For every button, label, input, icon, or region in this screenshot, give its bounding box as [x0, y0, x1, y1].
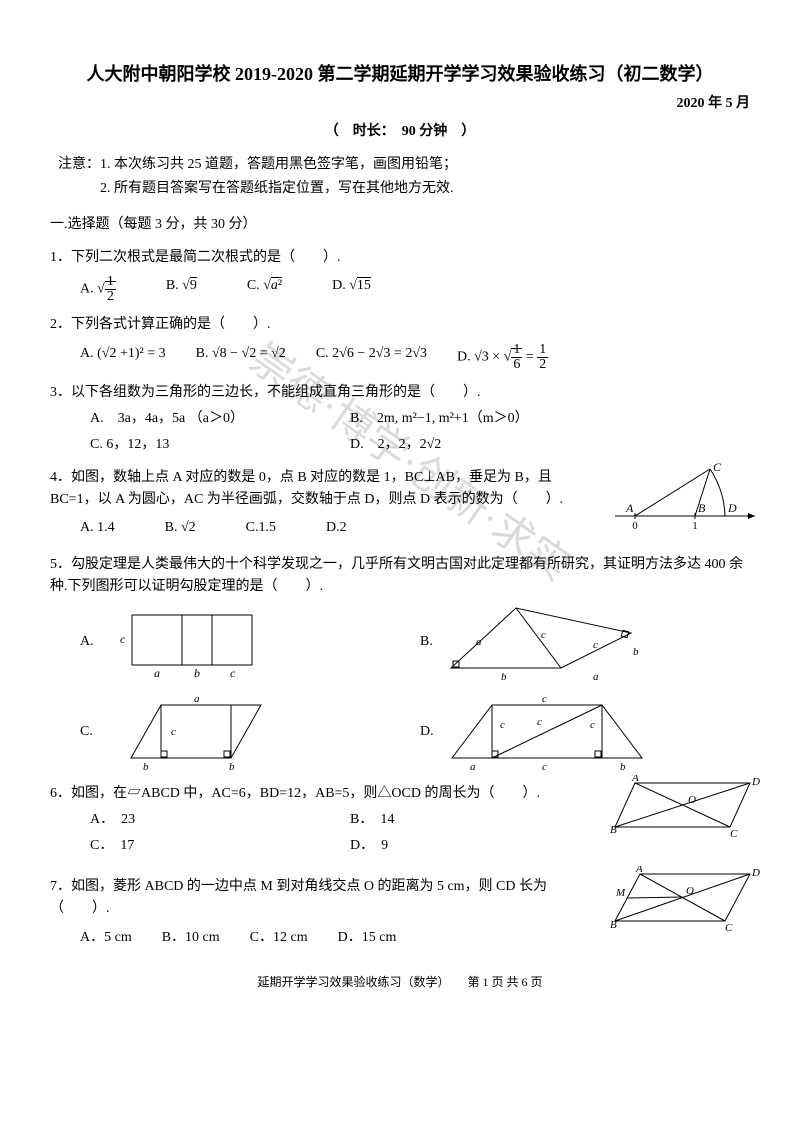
duration-line: （ 时长： 90 分钟 ） [50, 121, 750, 143]
svg-text:c: c [230, 666, 236, 680]
svg-text:c: c [171, 726, 176, 738]
q6-opt-b: B． 14 [350, 809, 590, 831]
svg-text:A: A [635, 866, 643, 875]
svg-text:C: C [725, 922, 733, 934]
q3-opt-a: A. 3a，4a，5a （a＞0） [90, 408, 350, 430]
svg-text:0: 0 [632, 520, 638, 531]
notice-1: 注意：1. 本次练习共 25 道题，答题用黑色签字笔，画图用铅笔； [58, 154, 750, 176]
q6-figure: A D B C O [610, 775, 760, 840]
q6-text: 6．如图，在▱ABCD 中，AC=6，BD=12，AB=5，则△OCD 的周长为… [50, 783, 590, 805]
q5-opt-b: B. a c c b b a [420, 603, 760, 683]
page-footer: 延期开学学习效果验收练习（数学） 第 1 页 共 6 页 [50, 973, 750, 992]
q7-options: A．5 cm B．10 cm C．12 cm D．15 cm [80, 927, 590, 949]
svg-text:a: a [476, 636, 482, 648]
q2-opt-b: B. √8 − √2 = √2 [196, 343, 286, 372]
svg-text:a: a [593, 671, 599, 683]
svg-text:a: a [154, 666, 160, 680]
svg-text:1: 1 [692, 520, 698, 531]
svg-text:a: a [470, 761, 476, 773]
q4-opt-d: D.2 [326, 517, 347, 539]
svg-text:D: D [727, 501, 737, 515]
q7-text: 7．如图，菱形 ABCD 的一边中点 M 到对角线交点 O 的距离为 5 cm，… [50, 876, 590, 921]
q7-opt-a: A．5 cm [80, 927, 132, 949]
q1-opt-d: D. √15 [332, 275, 371, 304]
q2-opt-c: C. 2√6 − 2√3 = 2√3 [316, 343, 427, 372]
svg-text:D: D [751, 776, 760, 788]
q6-opt-c: C． 17 [90, 835, 350, 857]
page-title: 人大附中朝阳学校 2019-2020 第二学期延期开学学习效果验收练习（初二数学… [50, 60, 750, 89]
svg-text:b: b [194, 666, 200, 680]
q7-opt-d: D．15 cm [338, 927, 397, 949]
q3-opt-c: C. 6，12，13 [90, 434, 350, 456]
q2-options: A. (√2 +1)² = 3 B. √8 − √2 = √2 C. 2√6 −… [80, 343, 750, 372]
svg-text:b: b [633, 646, 639, 658]
q2-opt-d: D. √3 × √16 = 12 [457, 343, 548, 372]
svg-text:C: C [713, 461, 722, 474]
svg-text:C: C [730, 828, 738, 840]
svg-text:M: M [615, 887, 626, 899]
svg-text:c: c [542, 761, 547, 773]
q1-text: 1．下列二次根式是最简二次根式的是（ ）. [50, 247, 750, 269]
svg-text:b: b [229, 761, 235, 773]
svg-text:O: O [686, 885, 694, 897]
svg-text:A: A [631, 775, 639, 784]
svg-text:b: b [143, 761, 149, 773]
q1-opt-b: B. √9 [166, 275, 197, 304]
q4-opt-b: B. √2 [165, 517, 196, 539]
section-a-title: 一.选择题（每题 3 分，共 30 分） [50, 214, 750, 236]
svg-text:B: B [610, 824, 617, 836]
q3-text: 3．以下各组数为三角形的三边长，不能组成直角三角形的是（ ）. [50, 382, 750, 404]
q7-opt-b: B．10 cm [162, 927, 220, 949]
q5-figures: A. c a b c B. a c c b b a C. [80, 603, 750, 773]
q6-opt-d: D． 9 [350, 835, 590, 857]
q3-opt-b: B. 2m, m²−1, m²+1（m＞0） [350, 408, 750, 430]
q7-figure: A D B C M O [610, 866, 760, 934]
q7-opt-c: C．12 cm [250, 927, 308, 949]
svg-text:c: c [120, 632, 126, 646]
q2-text: 2．下列各式计算正确的是（ ）. [50, 314, 750, 336]
svg-text:b: b [501, 671, 507, 683]
svg-text:c: c [500, 719, 505, 731]
q6-options: A． 23 B． 14 C． 17 D． 9 [90, 809, 590, 858]
svg-text:c: c [537, 716, 542, 728]
svg-text:c: c [541, 629, 546, 641]
q1-opt-a: A. √12 [80, 275, 116, 304]
svg-text:c: c [590, 719, 595, 731]
svg-text:B: B [610, 919, 617, 931]
q3-options: A. 3a，4a，5a （a＞0） B. 2m, m²−1, m²+1（m＞0）… [90, 408, 750, 457]
q5-opt-d: D. c c c c a c b [420, 693, 760, 773]
q1-opt-c: C. √a² [247, 275, 282, 304]
q1-options: A. √12 B. √9 C. √a² D. √15 [80, 275, 750, 304]
svg-text:A: A [625, 501, 634, 515]
svg-text:O: O [688, 794, 696, 806]
svg-text:a: a [194, 693, 200, 705]
svg-text:D: D [751, 867, 760, 879]
q2-opt-a: A. (√2 +1)² = 3 [80, 343, 166, 372]
q5-text: 5．勾股定理是人类最伟大的十个科学发现之一，几乎所有文明古国对此定理都有所研究，… [50, 554, 750, 599]
q3-opt-d: D. 2，2，2√2 [350, 434, 750, 456]
svg-text:c: c [593, 639, 598, 651]
date-line: 2020 年 5 月 [50, 93, 750, 115]
notice-2: 2. 所有题目答案写在答题纸指定位置，写在其他地方无效. [58, 178, 750, 200]
q4-opt-a: A. 1.4 [80, 517, 115, 539]
q5-opt-a: A. c a b c [80, 603, 420, 683]
q4-figure: 0 1 A B C D [610, 461, 760, 531]
q6-opt-a: A． 23 [90, 809, 350, 831]
svg-text:c: c [542, 693, 547, 705]
svg-text:b: b [620, 761, 626, 773]
q4-opt-c: C.1.5 [246, 517, 276, 539]
q5-opt-c: C. a c b b [80, 693, 420, 773]
